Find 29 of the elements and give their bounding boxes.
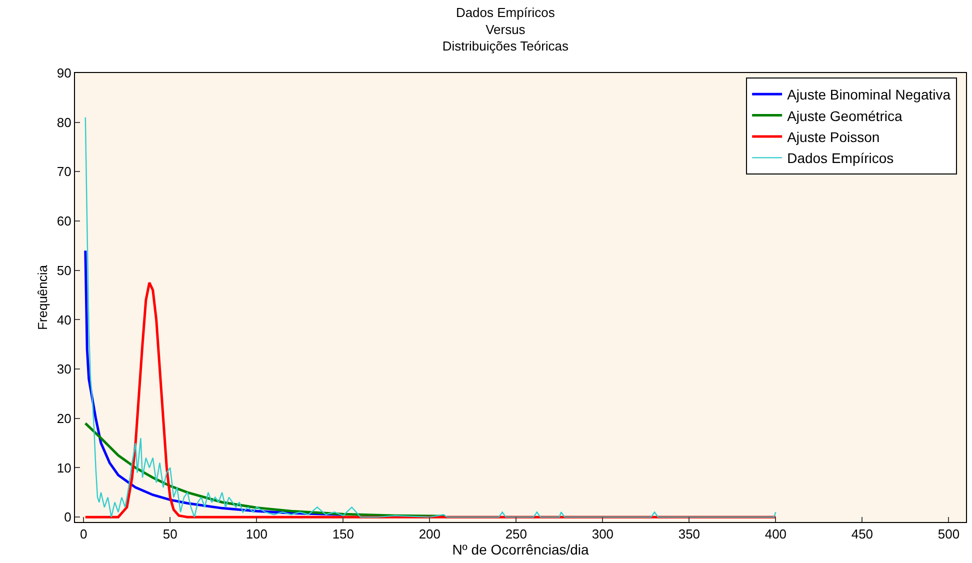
legend-label: Dados Empíricos bbox=[787, 150, 894, 166]
line-series bbox=[84, 116, 776, 518]
x-tick-label: 0 bbox=[80, 526, 88, 542]
y-tick-label: 20 bbox=[56, 410, 72, 426]
x-tick-label: 150 bbox=[332, 526, 354, 542]
y-tick-label: 60 bbox=[56, 214, 72, 229]
y-axis-title: Frequência bbox=[34, 264, 50, 330]
x-tick-label: 100 bbox=[246, 526, 268, 542]
legend-label: Ajuste Geométrica bbox=[787, 108, 902, 124]
y-tick-label: 90 bbox=[56, 66, 72, 81]
x-tick-label: 400 bbox=[764, 526, 787, 542]
x-tick-label: 300 bbox=[592, 526, 614, 542]
x-tick-label: 500 bbox=[938, 526, 960, 542]
y-tick-label: 80 bbox=[56, 114, 72, 130]
x-tick-label: 350 bbox=[678, 526, 700, 542]
legend-label: Ajuste Poisson bbox=[787, 128, 880, 145]
y-tick-label: 10 bbox=[56, 460, 72, 476]
y-tick-label: 50 bbox=[56, 262, 72, 278]
x-tick-label: 450 bbox=[851, 526, 874, 542]
x-tick-label: 250 bbox=[505, 526, 528, 542]
y-tick-label: 70 bbox=[56, 164, 72, 180]
y-tick-label: 0 bbox=[64, 510, 72, 525]
y-tick-label: 40 bbox=[56, 312, 72, 328]
x-tick-label: 200 bbox=[418, 526, 441, 542]
y-tick-label: 30 bbox=[56, 362, 72, 377]
chart-title: Dados Empíricos Versus Distribuições Teóricas bbox=[442, 4, 570, 54]
x-axis-title: Nº de Ocorrências/dia bbox=[452, 542, 590, 558]
x-tick-label: 50 bbox=[162, 526, 178, 542]
legend-label: Ajuste Binominal Negativa bbox=[787, 86, 951, 103]
